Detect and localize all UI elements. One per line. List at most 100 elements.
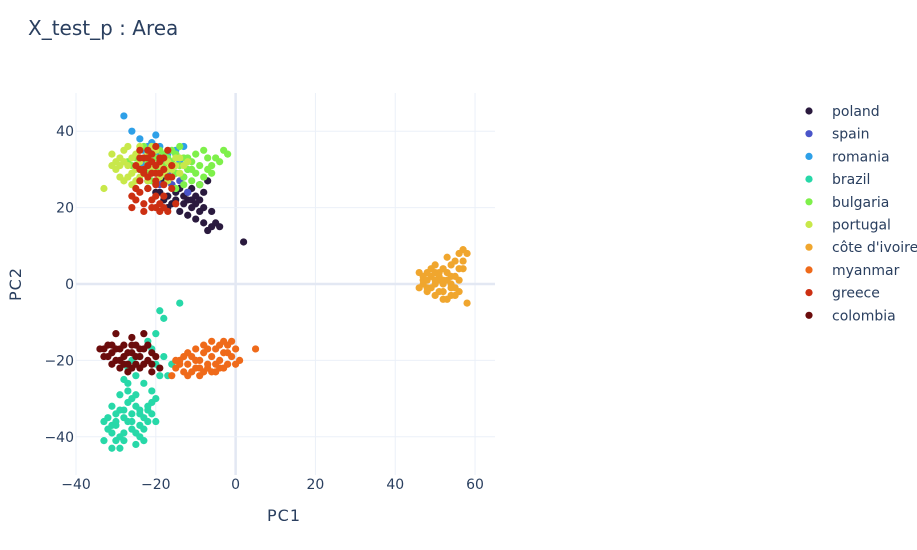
data-point-greece (168, 161, 176, 170)
data-point-myanmar (208, 368, 216, 376)
data-point-colombia (104, 352, 112, 361)
legend-label: poland (832, 104, 880, 120)
data-point-brazil (156, 372, 164, 380)
data-point-colombia (120, 341, 128, 349)
data-point-portugal (116, 173, 124, 181)
data-point-greece (136, 154, 144, 162)
data-point-myanmar (208, 352, 216, 361)
legend-item[interactable]: colombia (805, 308, 896, 324)
data-point-greece (168, 173, 176, 181)
data-point-brazil (136, 406, 144, 414)
data-point-myanmar (192, 356, 200, 364)
legend-marker (805, 266, 813, 274)
data-point-colombia (128, 333, 136, 342)
legend-label: brazil (832, 172, 870, 188)
data-point-greece (140, 200, 148, 208)
data-point-brazil (112, 417, 120, 426)
data-point-c-te-d-ivoire (439, 280, 447, 288)
legend-item[interactable]: romania (805, 149, 890, 165)
legend-item[interactable]: brazil (805, 172, 870, 188)
legend-item[interactable]: portugal (805, 218, 891, 234)
data-point-brazil (160, 352, 168, 361)
data-point-myanmar (232, 360, 240, 368)
data-point-brazil (132, 440, 140, 449)
data-point-portugal (120, 158, 128, 166)
data-point-myanmar (180, 352, 188, 361)
legend-item[interactable]: poland (805, 104, 880, 120)
data-point-greece (136, 177, 144, 185)
data-point-portugal (176, 154, 184, 162)
legend-label: myanmar (832, 263, 900, 279)
data-point-greece (160, 181, 168, 189)
data-point-brazil (148, 410, 156, 418)
data-point-myanmar (251, 345, 260, 353)
data-point-portugal (108, 161, 116, 170)
data-point-brazil (156, 307, 164, 315)
data-point-greece (144, 184, 152, 193)
data-point-c-te-d-ivoire (431, 291, 439, 300)
legend-marker (805, 289, 813, 297)
data-point-colombia (156, 364, 164, 372)
data-point-brazil (108, 402, 116, 410)
data-point-brazil (120, 414, 128, 422)
legend-label: colombia (832, 308, 896, 324)
data-point-greece (136, 165, 144, 173)
data-point-greece (136, 146, 144, 154)
legend-item[interactable]: spain (805, 127, 870, 143)
y-tick-label: −20 (44, 353, 74, 369)
y-tick-label: −40 (44, 430, 74, 446)
x-tick-label: 40 (386, 477, 404, 493)
data-point-c-te-d-ivoire (439, 295, 447, 303)
data-point-romania (152, 131, 160, 139)
data-points (96, 112, 471, 452)
legend-item[interactable]: myanmar (805, 263, 900, 279)
data-point-poland (208, 207, 216, 216)
legend-marker (805, 243, 813, 251)
data-point-c-te-d-ivoire (431, 276, 439, 284)
data-point-brazil (116, 444, 124, 452)
legend-label: romania (832, 149, 890, 165)
data-point-bulgaria (188, 165, 196, 173)
legend-marker (805, 107, 813, 115)
data-point-greece (172, 200, 180, 208)
data-point-colombia (148, 368, 156, 376)
data-point-portugal (176, 169, 184, 177)
legend-label: portugal (832, 218, 891, 234)
data-point-spain (184, 188, 192, 196)
data-point-romania (136, 135, 144, 143)
data-point-myanmar (204, 345, 212, 353)
legend-item[interactable]: bulgaria (805, 195, 889, 211)
data-point-colombia (148, 360, 156, 368)
data-point-greece (140, 207, 148, 216)
data-point-brazil (152, 417, 160, 426)
data-point-brazil (136, 433, 144, 441)
x-tick-label: −20 (141, 477, 171, 493)
data-point-myanmar (172, 356, 180, 364)
data-point-colombia (152, 352, 160, 361)
data-point-greece (152, 181, 160, 189)
legend-item[interactable]: greece (805, 286, 880, 302)
data-point-greece (132, 184, 140, 193)
data-point-colombia (124, 349, 132, 357)
data-point-portugal (124, 173, 132, 181)
legend-label: bulgaria (832, 195, 889, 211)
legend-marker (805, 130, 813, 138)
data-point-bulgaria (196, 161, 204, 170)
data-point-colombia (136, 345, 144, 353)
data-point-greece (152, 204, 160, 212)
data-point-bulgaria (208, 161, 216, 170)
data-point-colombia (112, 330, 120, 338)
data-point-bulgaria (176, 142, 184, 151)
data-point-brazil (116, 391, 124, 399)
data-point-greece (144, 173, 152, 181)
data-point-myanmar (220, 364, 228, 372)
data-point-poland (216, 223, 224, 231)
data-point-romania (120, 112, 128, 120)
data-point-c-te-d-ivoire (423, 276, 431, 284)
data-point-c-te-d-ivoire (455, 288, 463, 296)
data-point-bulgaria (208, 169, 216, 177)
data-point-poland (196, 196, 204, 204)
data-point-bulgaria (196, 181, 204, 189)
legend-item[interactable]: côte d'ivoire (805, 240, 917, 256)
